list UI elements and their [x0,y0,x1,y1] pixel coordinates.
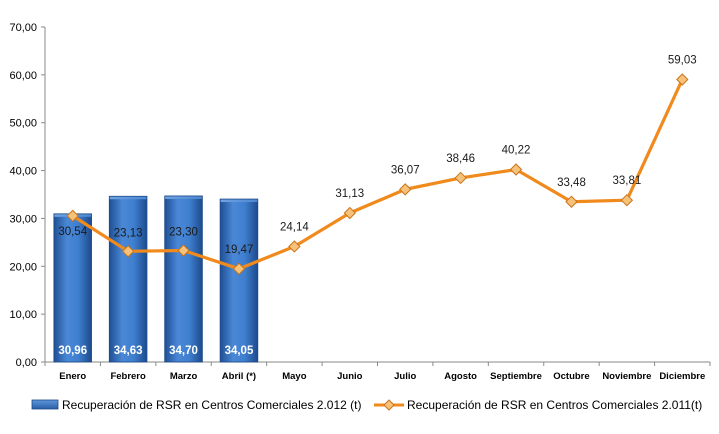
y-tick-label: 20,00 [9,261,37,273]
x-tick-label: Octubre [553,371,589,382]
line-data-label: 31,13 [335,188,364,200]
bar-data-label: 30,96 [58,345,87,357]
line-marker [121,245,135,258]
x-tick-label: Abril (*) [222,371,256,382]
line-marker [288,240,301,253]
y-tick-label: 40,00 [9,166,37,178]
axes: 0,00 10,00 20,00 30,00 40,00 50,00 60,00 70,00 E… [9,22,711,382]
line-marker [454,171,467,185]
legend-label-2011: Recuperación de RSR en Centros Comercial… [407,398,702,412]
x-tick-label: Junio [337,371,363,382]
x-tick-label: Febrero [110,371,146,382]
x-tick-label: Noviembre [602,371,651,382]
line-path [71,78,684,271]
legend-label-2012: Recuperación de RSR en Centros Comercial… [62,398,361,412]
y-tick-label: 30,00 [9,213,37,225]
bar-data-label: 34,70 [169,345,198,357]
line-data-label: 59,03 [668,54,697,66]
line-data-label: 19,47 [225,244,254,256]
y-tick-label: 0,00 [16,357,37,369]
bar-data-label: 34,05 [225,345,254,357]
legend-swatch-marker [383,399,395,411]
y-tick-label: 10,00 [9,309,37,321]
x-tick-label: Mayo [282,371,306,382]
bar [53,213,92,363]
bar-data-label: 34,63 [114,345,143,357]
line-data-label: 33,48 [557,177,586,189]
line-data-label: 36,07 [391,164,420,176]
line-data-label: 33,81 [612,175,641,187]
y-tick-label: 70,00 [9,22,37,34]
x-tick-label: Septiembre [490,371,542,382]
bar [164,195,203,363]
x-tick-label: Agosto [444,371,477,382]
line-marker [509,163,523,176]
legend: Recuperación de RSR en Centros Comercial… [31,398,702,412]
line-marker [66,209,79,223]
bar-series-2012 [53,195,259,363]
line-data-label: 38,46 [446,153,475,165]
line-data-label: 23,30 [169,226,198,238]
line-marker [177,244,190,257]
bar-top-highlight [109,196,147,200]
legend-swatch-bar [31,399,59,410]
bar [219,198,259,363]
bar-top-highlight [165,196,202,199]
line-marker [676,73,689,86]
x-tick-label: Marzo [170,371,198,382]
line-data-label: 40,22 [502,145,531,157]
bar [108,195,148,363]
y-tick-label: 60,00 [9,70,37,82]
line-series-2011 [66,73,689,276]
y-tick-label: 50,00 [9,118,37,130]
line-marker [399,183,412,196]
line-marker [565,195,578,208]
line-data-label: 30,54 [58,226,87,238]
x-tick-label: Diciembre [659,371,705,382]
bar-top-highlight [220,199,258,203]
line-data-label: 24,14 [280,221,309,233]
line-marker [343,206,356,220]
line-data-label: 23,13 [114,227,143,239]
x-tick-label: Julio [394,371,416,382]
line-marker [620,193,634,207]
x-tick-label: Enero [59,371,86,382]
data-labels: 30,96 34,63 34,70 34,05 30,54 23,13 23,30 19,47… [58,54,696,357]
line-marker [232,262,246,276]
